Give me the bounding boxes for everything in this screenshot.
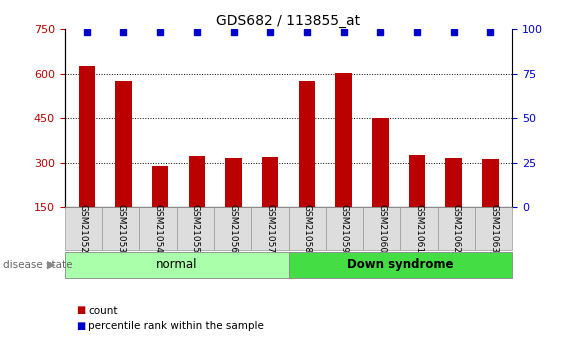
Bar [102, 207, 140, 250]
Bar [177, 207, 214, 250]
Text: ■: ■ [76, 306, 85, 315]
Bar [363, 207, 400, 250]
Text: count: count [88, 306, 118, 315]
Bar [78, 66, 95, 207]
Bar [225, 158, 242, 207]
Text: disease state: disease state [3, 260, 72, 270]
Text: GSM21055: GSM21055 [191, 204, 200, 253]
Bar [251, 207, 289, 250]
Bar [65, 252, 289, 278]
Text: GSM21060: GSM21060 [377, 204, 386, 253]
Title: GDS682 / 113855_at: GDS682 / 113855_at [217, 14, 360, 28]
Text: percentile rank within the sample: percentile rank within the sample [88, 321, 264, 331]
Bar [482, 159, 499, 207]
Bar [298, 80, 315, 207]
Bar [475, 207, 512, 250]
Text: normal: normal [156, 258, 198, 271]
Text: GSM21057: GSM21057 [265, 204, 274, 253]
Bar [262, 157, 279, 207]
Text: GSM21056: GSM21056 [228, 204, 237, 253]
Text: ■: ■ [76, 321, 85, 331]
Bar [214, 207, 251, 250]
Bar [289, 252, 512, 278]
Text: GSM21052: GSM21052 [79, 204, 88, 253]
Bar [65, 207, 102, 250]
Bar [409, 155, 425, 207]
Bar [326, 207, 363, 250]
Bar [189, 156, 205, 207]
Bar [289, 207, 326, 250]
Bar [445, 158, 462, 207]
Bar [115, 80, 132, 207]
Bar [152, 166, 168, 207]
Bar [140, 207, 177, 250]
Bar [438, 207, 475, 250]
Text: GSM21053: GSM21053 [116, 204, 125, 253]
Bar [336, 73, 352, 207]
Text: GSM21061: GSM21061 [414, 204, 423, 253]
Text: GSM21058: GSM21058 [303, 204, 312, 253]
Text: GSM21054: GSM21054 [154, 204, 163, 253]
Text: GSM21062: GSM21062 [452, 204, 461, 253]
Text: GSM21059: GSM21059 [340, 204, 349, 253]
Text: GSM21063: GSM21063 [489, 204, 498, 253]
Text: Down syndrome: Down syndrome [347, 258, 454, 271]
Bar [372, 118, 388, 207]
Text: ▶: ▶ [47, 260, 55, 270]
Bar [400, 207, 438, 250]
